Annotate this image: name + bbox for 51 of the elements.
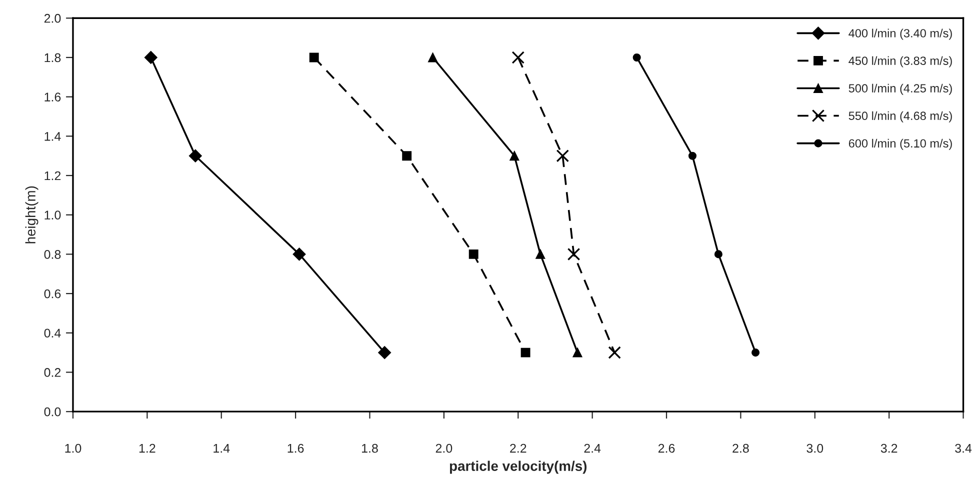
legend-label: 600 l/min (5.10 m/s) [848, 138, 952, 150]
y-tick-label: 1.0 [44, 210, 61, 220]
point [572, 348, 582, 358]
x-tick-label: 2.0 [436, 444, 452, 453]
point [608, 346, 621, 359]
point [752, 348, 760, 357]
point [520, 348, 530, 358]
point [632, 53, 641, 62]
x-tick-label: 1.2 [139, 444, 156, 453]
y-axis-title: height(m) [25, 186, 38, 244]
point [567, 248, 580, 261]
point [144, 51, 158, 64]
y-tick-label: 1.6 [44, 92, 61, 102]
x-tick-label: 1.4 [214, 444, 230, 453]
point [428, 52, 438, 62]
point [556, 149, 570, 162]
y-tick-label: 1.8 [44, 53, 61, 62]
point [512, 51, 525, 64]
x-tick-label: 2.4 [584, 444, 601, 453]
x-tick-label: 2.8 [732, 444, 749, 453]
x-tick-label: 3.4 [955, 444, 972, 453]
x-tick-label: 1.0 [65, 444, 82, 453]
point [402, 151, 412, 161]
point [188, 149, 202, 162]
x-tick-label: 1.8 [362, 444, 378, 453]
y-tick-label: 1.2 [44, 171, 61, 180]
point [714, 250, 722, 258]
x-tick-label: 3.2 [880, 444, 898, 453]
y-tick-label: 0.2 [44, 368, 61, 377]
x-tick-label: 2.2 [510, 444, 526, 453]
legend-label: 450 l/min (3.83 m/s) [848, 56, 952, 68]
point [536, 249, 546, 259]
x-axis-title: particle velocity(m/s) [450, 460, 587, 474]
point [468, 249, 478, 259]
point [378, 346, 392, 360]
y-tick-label: 0.4 [44, 328, 61, 338]
x-tick-label: 3.0 [806, 444, 824, 453]
x-tick-label: 1.6 [288, 444, 304, 453]
y-tick-label: 2.0 [44, 14, 61, 23]
legend-label: 400 l/min (3.40 m/s) [848, 28, 952, 40]
y-tick-label: 1.4 [44, 132, 61, 141]
point [510, 151, 520, 161]
point [309, 52, 319, 62]
y-tick-label: 0.8 [44, 250, 61, 259]
point [688, 152, 696, 160]
y-tick-label: 0.6 [44, 289, 61, 298]
x-tick-label: 2.6 [658, 444, 675, 453]
legend-label: 550 l/min (4.68 m/s) [848, 111, 952, 122]
point [292, 248, 306, 261]
y-tick-label: 0.0 [44, 407, 61, 416]
legend-label: 500 l/min (4.25 m/s) [848, 84, 952, 95]
